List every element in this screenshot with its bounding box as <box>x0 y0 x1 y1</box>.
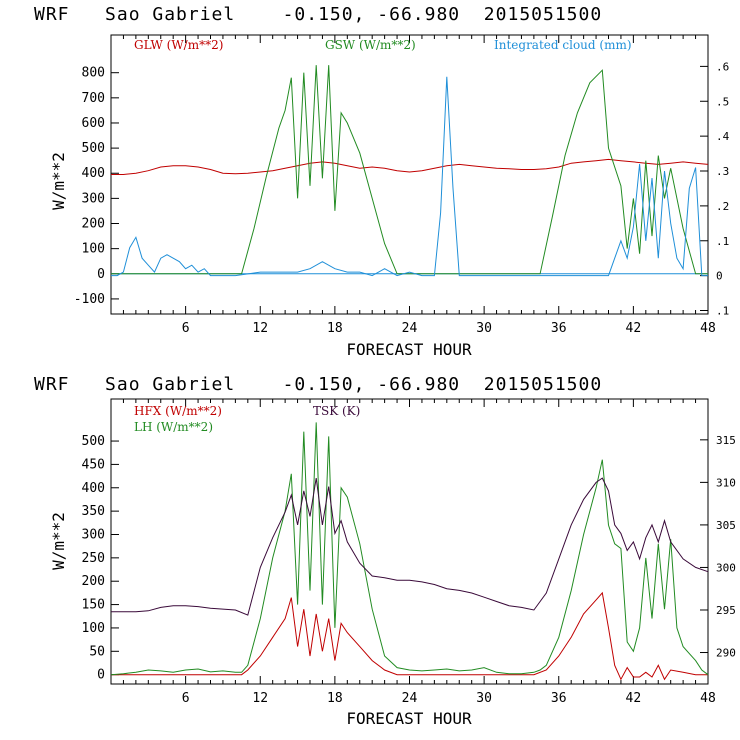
x-tick-label: 48 <box>700 691 716 706</box>
y2-tick-label: 305 <box>716 519 736 532</box>
top-x-axis-title: FORECAST HOUR <box>346 340 472 359</box>
top-y2-ticks: .1 0 .1 .2 .3 .4 .5 .6 <box>700 60 730 318</box>
x-tick-label: 30 <box>476 321 492 336</box>
bottom-x-ticks: 6 12 18 24 30 36 42 48 <box>122 399 716 706</box>
bottom-x-axis-title: FORECAST HOUR <box>346 709 472 728</box>
y2-tick-label: .1 <box>716 235 729 248</box>
legend-glw: GLW (W/m**2) <box>134 38 223 52</box>
y2-tick-label: 315 <box>716 434 736 447</box>
x-tick-label: 12 <box>252 321 268 336</box>
y-tick-label: 700 <box>82 91 105 106</box>
x-tick-label: 36 <box>551 691 567 706</box>
x-tick-label: 6 <box>182 691 190 706</box>
legend-hfx: HFX (W/m**2) <box>134 404 222 418</box>
x-tick-label: 6 <box>182 321 190 336</box>
bottom-chart-panel: 6 12 18 24 30 36 42 48 0 50 100 150 200 250 300 350 400… <box>49 398 736 728</box>
y2-tick-label: 290 <box>716 647 736 660</box>
bottom-y2-ticks: 290 295 300 305 310 315 <box>700 434 736 660</box>
y-tick-label: 400 <box>82 481 105 496</box>
series-tsk-line <box>111 477 709 616</box>
y2-tick-label: 300 <box>716 561 736 574</box>
series-glw-line <box>111 158 709 175</box>
y2-tick-label: .3 <box>716 165 729 178</box>
y-tick-label: 200 <box>82 574 105 589</box>
x-tick-label: 42 <box>626 321 642 336</box>
y-tick-label: 100 <box>82 242 105 257</box>
legend-gsw: GSW (W/m**2) <box>325 38 416 52</box>
top-chart-panel: 6 12 18 24 30 36 42 48 -100 0 100 200 300 400 500 600 7… <box>49 34 730 359</box>
y2-tick-label: .6 <box>716 60 729 73</box>
chart-title-top: WRF Sao Gabriel -0.150, -66.980 20150515… <box>34 4 603 25</box>
y2-tick-label: 295 <box>716 604 736 617</box>
y2-tick-label: .1 <box>716 305 729 318</box>
legend-tsk: TSK (K) <box>313 404 360 418</box>
y2-tick-label: .2 <box>716 200 729 213</box>
y2-tick-label: .5 <box>716 95 729 108</box>
bottom-plot-frame <box>110 398 709 685</box>
series-gsw-line <box>111 65 708 275</box>
x-tick-label: 48 <box>700 321 716 336</box>
x-tick-label: 30 <box>476 691 492 706</box>
top-y-ticks: -100 0 100 200 300 400 500 600 700 800 <box>74 66 119 307</box>
y-tick-label: 50 <box>89 644 105 659</box>
x-tick-label: 18 <box>327 321 343 336</box>
y-tick-label: 0 <box>97 267 105 282</box>
y-tick-label: 250 <box>82 551 105 566</box>
y-tick-label: 350 <box>82 504 105 519</box>
y-tick-label: 600 <box>82 116 105 131</box>
y2-tick-label: 310 <box>716 476 736 489</box>
series-hfx-line <box>111 591 708 681</box>
y2-tick-label: 0 <box>716 270 723 283</box>
y-tick-label: 100 <box>82 621 105 636</box>
legend-lh: LH (W/m**2) <box>134 420 213 434</box>
y-tick-label: 300 <box>82 527 105 542</box>
y2-tick-label: .4 <box>716 130 730 143</box>
top-y-axis-title: W/m**2 <box>49 152 68 210</box>
y-tick-label: 400 <box>82 166 105 181</box>
x-tick-label: 18 <box>327 691 343 706</box>
series-lh-line <box>110 422 709 676</box>
y-tick-label: 800 <box>82 66 105 81</box>
y-tick-label: 450 <box>82 457 105 472</box>
bottom-y-ticks: 0 50 100 150 200 250 300 350 400 450 500 <box>82 434 119 683</box>
y-tick-label: 500 <box>82 434 105 449</box>
x-tick-label: 36 <box>551 321 567 336</box>
y-tick-label: 500 <box>82 141 105 156</box>
x-tick-label: 12 <box>252 691 268 706</box>
y-tick-label: 300 <box>82 191 105 206</box>
x-tick-label: 42 <box>626 691 642 706</box>
top-x-ticks: 6 12 18 24 30 36 42 48 <box>122 35 716 336</box>
series-cloud-line <box>111 76 708 277</box>
y-tick-label: -100 <box>74 292 105 307</box>
y-tick-label: 150 <box>82 598 105 613</box>
x-tick-label: 24 <box>402 321 418 336</box>
x-tick-label: 24 <box>402 691 418 706</box>
y-tick-label: 200 <box>82 217 105 232</box>
bottom-y-axis-title: W/m**2 <box>49 512 68 570</box>
chart-title-bottom: WRF Sao Gabriel -0.150, -66.980 20150515… <box>34 374 603 395</box>
y-tick-label: 0 <box>97 668 105 683</box>
legend-cloud: Integrated cloud (mm) <box>494 38 632 52</box>
